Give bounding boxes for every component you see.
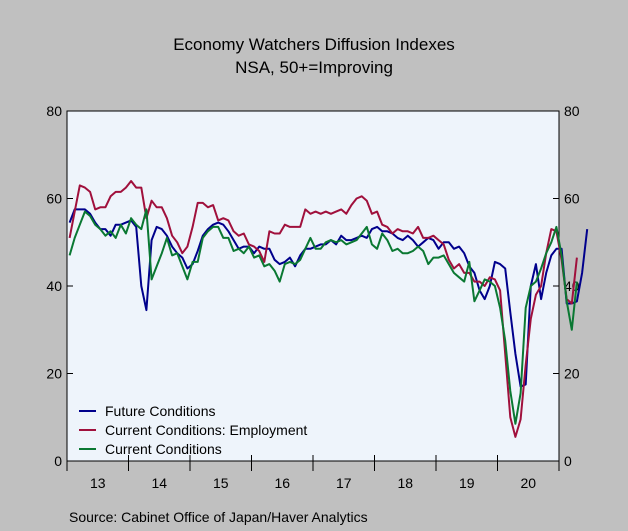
x-tick-label: 18 [397,475,413,491]
y-tick-label-left: 60 [46,191,62,207]
y-tick-label-right: 0 [564,453,572,469]
x-tick-label: 14 [151,475,167,491]
series-line-3 [68,208,578,425]
y-tick-label-right: 80 [564,103,580,119]
chart-subtitle: NSA, 50+=Improving [235,58,393,77]
source-note: Source: Cabinet Office of Japan/Haver An… [69,509,368,525]
y-tick-label-left: 40 [46,278,62,294]
legend: Future Conditions Current Conditions: Emp… [79,403,307,457]
legend-label-3: Current Conditions [105,441,222,457]
x-tick-label: 15 [213,475,229,491]
x-tick-label: 17 [336,475,352,491]
y-tick-label-left: 80 [46,103,62,119]
x-tick-label: 13 [90,475,106,491]
x-tick-label: 19 [459,475,475,491]
series-lines [68,180,589,438]
y-tick-label-left: 0 [54,453,62,469]
x-tick-label: 16 [274,475,290,491]
legend-label-1: Future Conditions [105,403,216,419]
legend-label-2: Current Conditions: Employment [105,422,307,438]
y-tick-label-right: 60 [564,191,580,207]
series-line-2 [68,180,578,438]
chart-title: Economy Watchers Diffusion Indexes [173,35,455,54]
y-tick-label-right: 20 [564,366,580,382]
x-tick-label: 20 [520,475,536,491]
y-tick-label-left: 20 [46,366,62,382]
